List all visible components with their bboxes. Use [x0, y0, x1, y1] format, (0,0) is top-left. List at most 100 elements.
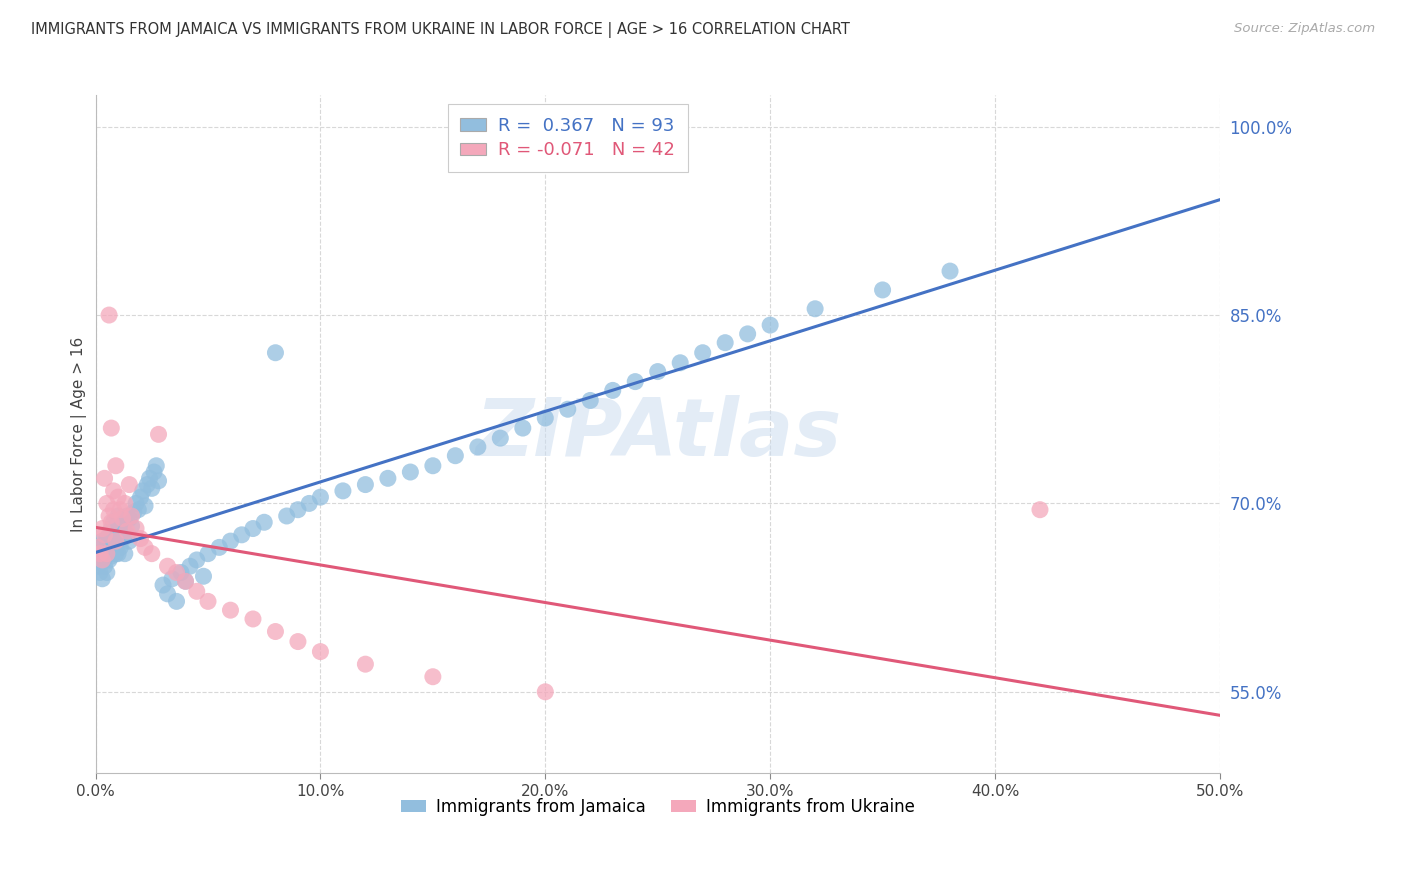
- Point: [91, 553, 114, 567]
- Point: [489, 431, 512, 445]
- Point: [534, 685, 557, 699]
- Point: [93, 528, 115, 542]
- Point: [100, 515, 122, 529]
- Point: [141, 481, 163, 495]
- Point: [160, 572, 183, 586]
- Point: [148, 474, 170, 488]
- Point: [186, 553, 208, 567]
- Text: IMMIGRANTS FROM JAMAICA VS IMMIGRANTS FROM UKRAINE IN LABOR FORCE | AGE > 16 COR: IMMIGRANTS FROM JAMAICA VS IMMIGRANTS FR…: [31, 22, 849, 38]
- Point: [692, 345, 714, 359]
- Point: [98, 308, 121, 322]
- Point: [399, 465, 422, 479]
- Point: [125, 522, 148, 536]
- Point: [103, 541, 125, 555]
- Point: [96, 496, 118, 510]
- Point: [87, 559, 110, 574]
- Point: [309, 490, 332, 504]
- Point: [170, 566, 193, 580]
- Point: [208, 541, 231, 555]
- Point: [96, 549, 118, 564]
- Point: [98, 553, 121, 567]
- Point: [114, 496, 136, 510]
- Point: [148, 427, 170, 442]
- Point: [118, 534, 141, 549]
- Legend: Immigrants from Jamaica, Immigrants from Ukraine: Immigrants from Jamaica, Immigrants from…: [394, 791, 921, 822]
- Point: [91, 522, 114, 536]
- Point: [129, 532, 152, 546]
- Point: [219, 534, 242, 549]
- Point: [174, 574, 197, 589]
- Point: [377, 471, 399, 485]
- Point: [104, 522, 127, 536]
- Y-axis label: In Labor Force | Age > 16: In Labor Force | Age > 16: [72, 337, 87, 532]
- Point: [100, 421, 122, 435]
- Point: [93, 471, 115, 485]
- Point: [87, 541, 110, 555]
- Point: [118, 477, 141, 491]
- Point: [444, 449, 467, 463]
- Point: [118, 511, 141, 525]
- Point: [354, 657, 377, 672]
- Point: [647, 365, 669, 379]
- Point: [138, 471, 160, 485]
- Point: [125, 496, 148, 510]
- Point: [103, 483, 125, 498]
- Point: [276, 508, 298, 523]
- Point: [93, 544, 115, 558]
- Point: [110, 528, 132, 542]
- Point: [93, 536, 115, 550]
- Point: [467, 440, 489, 454]
- Point: [107, 490, 129, 504]
- Point: [156, 587, 179, 601]
- Point: [111, 511, 134, 525]
- Point: [264, 345, 287, 359]
- Point: [107, 508, 129, 523]
- Point: [104, 534, 127, 549]
- Point: [100, 549, 122, 564]
- Point: [557, 402, 579, 417]
- Point: [104, 547, 127, 561]
- Point: [115, 524, 138, 538]
- Point: [231, 528, 253, 542]
- Point: [714, 335, 737, 350]
- Point: [309, 645, 332, 659]
- Point: [298, 496, 321, 510]
- Point: [939, 264, 962, 278]
- Point: [89, 547, 111, 561]
- Point: [219, 603, 242, 617]
- Point: [100, 522, 122, 536]
- Point: [98, 508, 121, 523]
- Point: [121, 519, 143, 533]
- Point: [179, 559, 201, 574]
- Point: [115, 528, 138, 542]
- Point: [287, 634, 309, 648]
- Point: [127, 502, 149, 516]
- Point: [134, 541, 156, 555]
- Point: [107, 534, 129, 549]
- Point: [156, 559, 179, 574]
- Point: [759, 318, 782, 332]
- Point: [115, 508, 138, 523]
- Point: [103, 515, 125, 529]
- Point: [669, 356, 692, 370]
- Point: [91, 534, 114, 549]
- Point: [104, 458, 127, 473]
- Point: [100, 534, 122, 549]
- Point: [332, 483, 354, 498]
- Point: [737, 326, 759, 341]
- Point: [624, 375, 647, 389]
- Text: Source: ZipAtlas.com: Source: ZipAtlas.com: [1234, 22, 1375, 36]
- Point: [242, 612, 264, 626]
- Point: [136, 477, 159, 491]
- Point: [96, 566, 118, 580]
- Point: [1029, 502, 1052, 516]
- Point: [110, 502, 132, 516]
- Point: [287, 502, 309, 516]
- Point: [114, 515, 136, 529]
- Point: [98, 528, 121, 542]
- Point: [96, 547, 118, 561]
- Point: [107, 547, 129, 561]
- Point: [145, 458, 167, 473]
- Point: [141, 547, 163, 561]
- Point: [197, 594, 219, 608]
